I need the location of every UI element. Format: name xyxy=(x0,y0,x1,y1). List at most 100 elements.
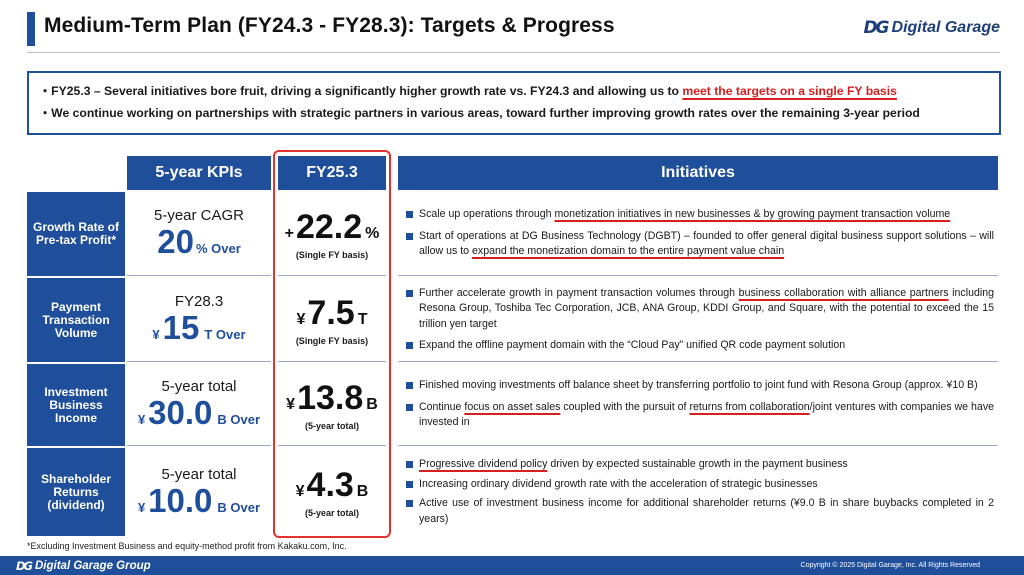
fy-shareholder-unit: B xyxy=(356,483,369,500)
kpi-shareholder-unit: B Over xyxy=(217,499,261,515)
kpi-shareholder-yen: ¥ xyxy=(137,499,146,515)
copyright-text: Copyright © 2025 Digital Garage, Inc. Al… xyxy=(800,562,980,569)
fy-investment-note: (5-year total) xyxy=(304,420,359,431)
row-label-investment: Investment Business Income xyxy=(27,364,125,446)
summary-line-1-text: ・FY25.3 – Several initiatives bore fruit… xyxy=(39,84,683,98)
initiatives-shareholder: Progressive dividend policy driven by ex… xyxy=(398,448,998,536)
kpi-growth-caption: 5-year CAGR xyxy=(153,207,245,224)
bullet-square-icon xyxy=(406,289,413,297)
bullet-text: Further accelerate growth in payment tra… xyxy=(419,286,739,299)
fy-shareholder-note: (5-year total) xyxy=(304,508,359,518)
bullet-text: Active use of investment business income… xyxy=(419,497,994,525)
footnote: *Excluding Investment Business and equit… xyxy=(27,541,347,551)
row-label-payment: Payment Transaction Volume xyxy=(27,278,125,362)
bullet-square-icon xyxy=(406,480,413,488)
fy-payment-note: (Single FY basis) xyxy=(295,335,369,346)
fy-growth-prefix: + xyxy=(284,224,294,242)
bullet-square-icon xyxy=(406,232,413,240)
fy-growth-unit: % xyxy=(365,224,380,242)
footer-bar: DG Digital Garage Group Copyright © 2025 … xyxy=(0,556,1024,575)
fy-shareholder-prefix: ¥ xyxy=(295,483,305,500)
fy-payment-unit: T xyxy=(357,310,368,328)
row-label-shareholder: Shareholder Returns (dividend) xyxy=(27,448,125,536)
footer-logo-mark-icon: DG xyxy=(16,558,33,573)
summary-line-2: ・We continue working on partnerships wit… xyxy=(39,106,920,120)
bullet-square-icon xyxy=(406,461,413,468)
bullet-highlight: Progressive dividend policy xyxy=(419,458,548,470)
kpi-investment-value: ¥30.0 B Over xyxy=(138,395,260,431)
fy-payment-value: ¥7.5 T xyxy=(297,294,368,332)
list-item: Start of operations at DG Business Techn… xyxy=(406,229,994,260)
header-kpi: 5-year KPIs xyxy=(127,156,271,190)
bullet-text: Finished moving investments off balance … xyxy=(419,379,978,392)
kpi-shareholder-caption: 5-year total xyxy=(161,465,237,483)
list-item: Scale up operations through monetization… xyxy=(406,207,994,223)
kpi-payment-yen: ¥ xyxy=(152,327,160,342)
fy-shareholder-number: 4.3 xyxy=(306,466,354,504)
list-item: Expand the offline payment domain with t… xyxy=(406,338,994,354)
kpi-growth: 5-year CAGR 20% Over xyxy=(127,192,271,276)
bullet-square-icon xyxy=(406,382,413,390)
fy-investment-value: ¥13.8 B xyxy=(286,379,378,417)
bullet-text: Scale up operations through xyxy=(419,208,555,221)
bullet-text: coupled with the pursuit of xyxy=(560,400,690,413)
kpi-growth-value: 20% Over xyxy=(157,224,241,260)
fy-growth: +22.2% (Single FY basis) xyxy=(278,192,386,276)
row-label-growth: Growth Rate of Pre-tax Profit* xyxy=(27,192,125,276)
bullet-highlight: business collaboration with alliance par… xyxy=(738,286,949,299)
bullet-text: Continue xyxy=(419,400,465,413)
bullet-highlight: returns from collaboration xyxy=(689,400,810,413)
fy-growth-note: (Single FY basis) xyxy=(295,249,369,260)
bullet-text: Increasing ordinary dividend growth rate… xyxy=(419,477,818,490)
list-item: Finished moving investments off balance … xyxy=(406,378,994,394)
kpi-shareholder-value: ¥10.0 B Over xyxy=(137,482,261,519)
kpi-investment: 5-year total ¥30.0 B Over xyxy=(127,364,271,446)
fy-payment: ¥7.5 T (Single FY basis) xyxy=(278,278,386,362)
list-item: Further accelerate growth in payment tra… xyxy=(406,286,994,333)
bullet-text: Start of operations at DG Business Techn… xyxy=(419,229,994,258)
list-item: Progressive dividend policy driven by ex… xyxy=(406,457,994,473)
fy-investment-prefix: ¥ xyxy=(286,395,296,413)
bullet-square-icon xyxy=(406,403,413,411)
kpi-growth-number: 20 xyxy=(157,223,194,260)
footer-logo: DG Digital Garage Group xyxy=(16,559,151,573)
kpi-investment-unit: B Over xyxy=(217,412,261,427)
bullet-highlight: monetization initiatives in new business… xyxy=(554,208,951,221)
initiatives-payment: Further accelerate growth in payment tra… xyxy=(398,278,998,362)
bullet-text: driven by expected sustainable growth in… xyxy=(547,458,848,470)
bullet-square-icon xyxy=(406,342,413,349)
bullet-text: /joint ventures with companies we have i… xyxy=(419,400,995,429)
fy-shareholder: ¥4.3 B (5-year total) xyxy=(278,448,386,536)
initiatives-investment: Finished moving investments off balance … xyxy=(398,364,998,446)
kpi-shareholder: 5-year total ¥10.0 B Over xyxy=(127,448,271,536)
summary-line-1: ・FY25.3 – Several initiatives bore fruit… xyxy=(39,80,989,102)
fy-payment-number: 7.5 xyxy=(307,293,355,332)
header-initiatives: Initiatives xyxy=(398,156,998,190)
fy-growth-value: +22.2% xyxy=(285,208,380,246)
fy-investment-number: 13.8 xyxy=(297,378,364,417)
bullet-square-icon xyxy=(406,500,413,507)
initiatives-growth: Scale up operations through monetization… xyxy=(398,192,998,276)
title-divider xyxy=(27,52,1000,53)
page-title: Medium-Term Plan (FY24.3 - FY28.3): Targ… xyxy=(44,14,615,37)
fy-growth-number: 22.2 xyxy=(295,207,363,246)
list-item: Continue focus on asset sales coupled wi… xyxy=(406,400,994,431)
list-item: Active use of investment business income… xyxy=(406,496,994,527)
company-logo: DG Digital Garage xyxy=(863,18,1000,38)
header-fy: FY25.3 xyxy=(278,156,386,190)
kpi-investment-caption: 5-year total xyxy=(161,378,237,395)
summary-box: ・FY25.3 – Several initiatives bore fruit… xyxy=(27,71,1001,135)
bullet-text: Expand the offline payment domain with t… xyxy=(419,339,846,351)
footer-logo-text: Digital Garage Group xyxy=(35,559,151,572)
kpi-growth-unit: % Over xyxy=(195,241,241,256)
fy-investment-unit: B xyxy=(366,395,378,413)
kpi-payment-value: ¥15 T Over xyxy=(152,310,245,346)
list-item: Increasing ordinary dividend growth rate… xyxy=(406,477,994,493)
fy-investment: ¥13.8 B (5-year total) xyxy=(278,364,386,446)
kpi-payment: FY28.3 ¥15 T Over xyxy=(127,278,271,362)
bullet-highlight: expand the monetization domain to the en… xyxy=(472,245,785,258)
kpi-payment-number: 15 xyxy=(162,309,200,346)
kpi-investment-number: 30.0 xyxy=(148,394,213,431)
summary-highlight: meet the targets on a single FY basis xyxy=(682,84,897,98)
kpi-investment-yen: ¥ xyxy=(137,412,146,427)
